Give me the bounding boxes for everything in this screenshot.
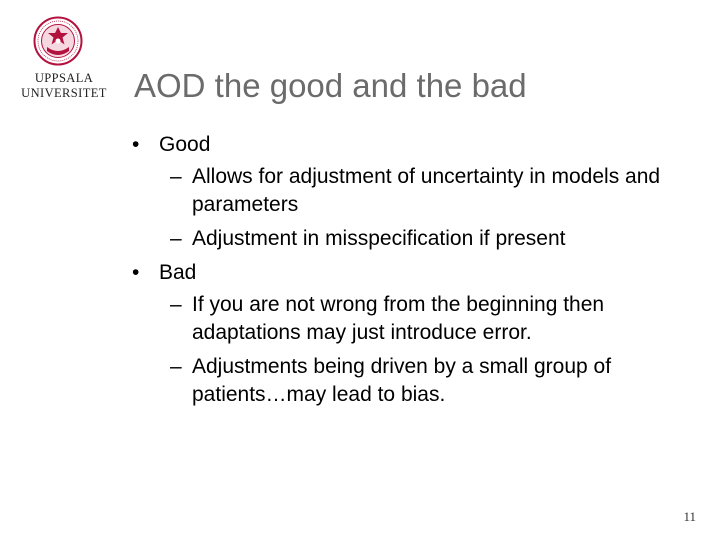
sub-bullet-text: Allows for adjustment of uncertainty in … [192,165,661,216]
sub-bullet-text: If you are not wrong from the beginning … [192,293,605,344]
bullet-good: • Good [132,131,692,159]
bullet-bad: • Bad [132,259,692,287]
dash-mark: – [170,293,182,316]
sub-bullet: – Allows for adjustment of uncertainty i… [132,163,692,219]
dash-mark: – [170,227,182,250]
slide-content: • Good – Allows for adjustment of uncert… [132,131,692,415]
bullet-text: Good [159,133,211,156]
slide-title: AOD the good and the bad [134,67,527,104]
bullet-mark: • [132,261,140,284]
sub-bullet: – Adjustment in misspecification if pres… [132,225,692,253]
university-seal-icon [33,16,83,66]
sub-bullet-text: Adjustments being driven by a small grou… [192,355,612,406]
dash-mark: – [170,355,182,378]
sub-bullet: – Adjustments being driven by a small gr… [132,353,692,409]
sub-bullet-text: Adjustment in misspecification if presen… [192,227,566,250]
page-number: 11 [683,509,696,524]
bullet-mark: • [132,133,140,156]
dash-mark: – [170,165,182,188]
logo-text-line2: UNIVERSITET [21,86,107,100]
logo-text-line1: UPPSALA [34,71,94,85]
sub-bullet: – If you are not wrong from the beginnin… [132,291,692,347]
bullet-text: Bad [159,261,197,284]
